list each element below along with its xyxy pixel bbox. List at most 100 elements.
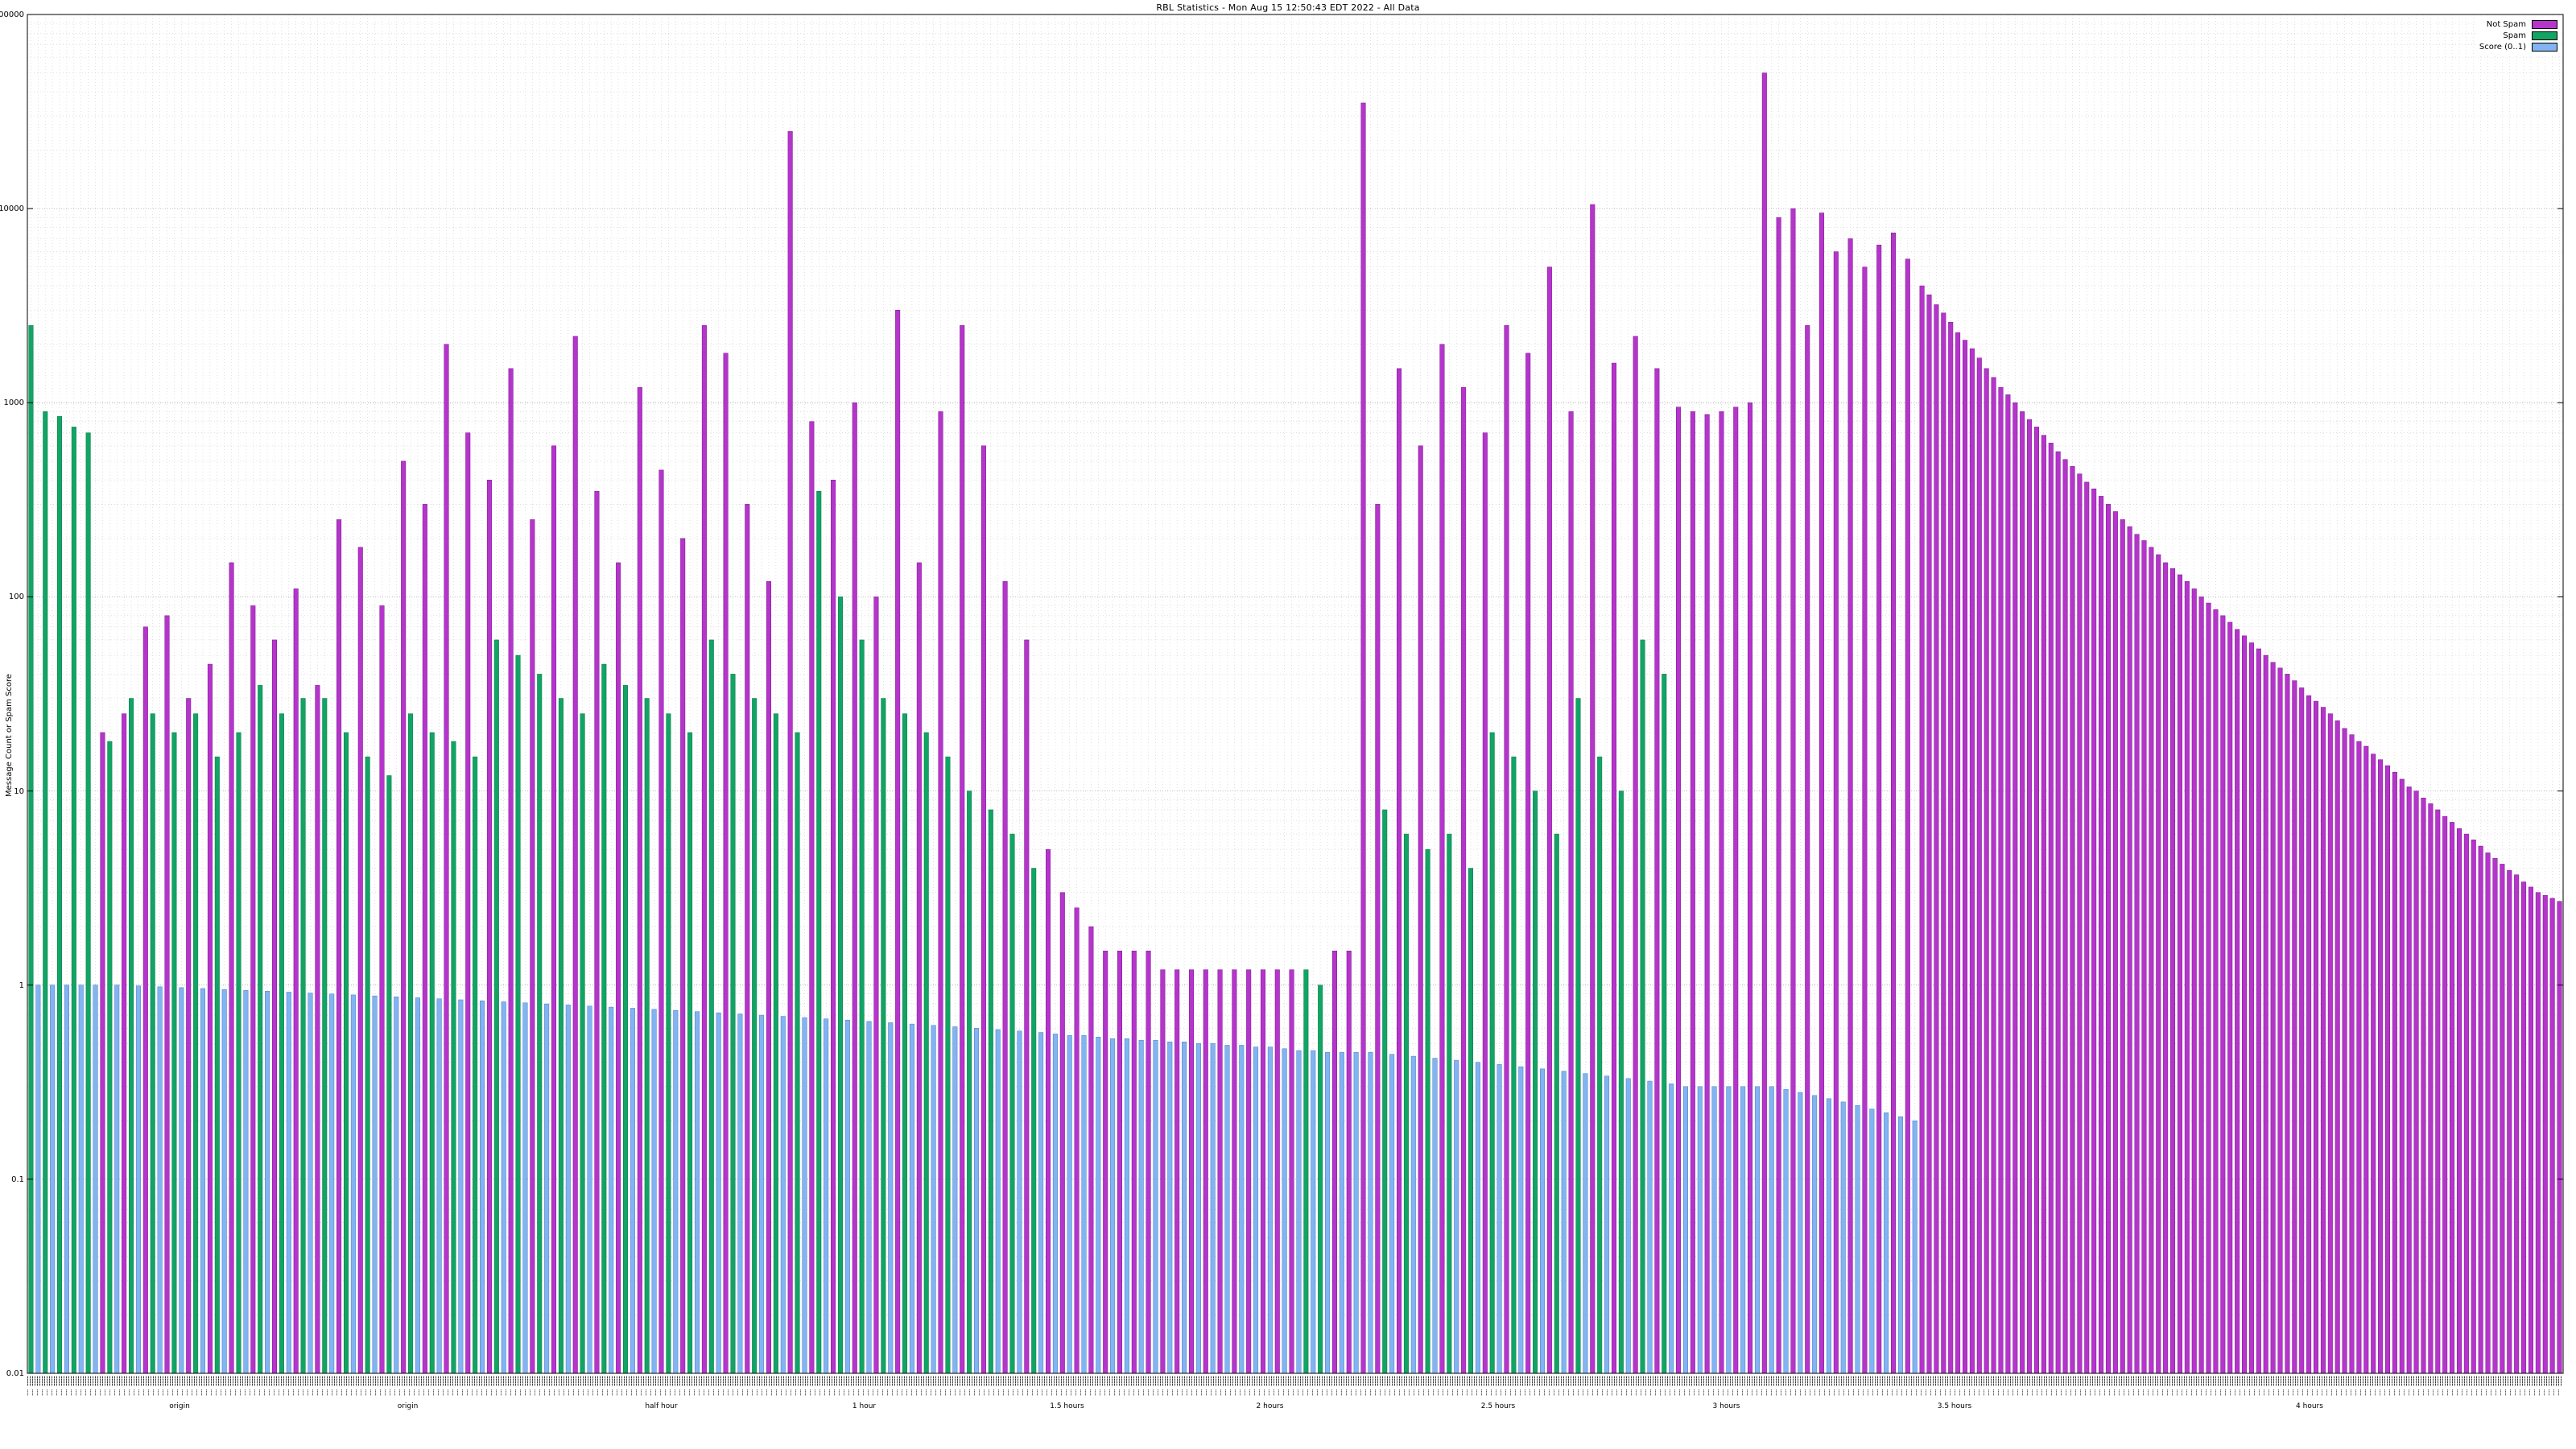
- y-tick-label: 1000: [3, 398, 24, 408]
- bar-score: [200, 988, 206, 1374]
- bar-not-spam: [1919, 285, 1925, 1374]
- bar-score: [737, 1013, 743, 1374]
- bar-score: [909, 1023, 914, 1374]
- bar-score: [1726, 1086, 1732, 1374]
- bar-not-spam: [1955, 332, 1961, 1374]
- bar-not-spam: [1991, 377, 1996, 1374]
- bar-score: [1038, 1032, 1044, 1374]
- bar-not-spam: [2485, 852, 2491, 1374]
- bar-not-spam: [1611, 362, 1616, 1374]
- bar-score: [350, 994, 356, 1374]
- bar-not-spam: [2184, 581, 2190, 1374]
- bar-not-spam: [1525, 353, 1531, 1374]
- bar-spam: [107, 741, 113, 1374]
- bar-not-spam: [2170, 568, 2176, 1374]
- bar-score: [1897, 1116, 1903, 1374]
- bar-not-spam: [2263, 654, 2268, 1374]
- bar-not-spam: [2027, 419, 2033, 1374]
- bar-not-spam: [1905, 258, 1910, 1374]
- bar-not-spam: [207, 663, 213, 1374]
- bar-score: [1475, 1062, 1480, 1374]
- bar-score: [1167, 1041, 1173, 1374]
- bar-not-spam: [2191, 588, 2197, 1374]
- bar-score: [1583, 1073, 1588, 1374]
- bar-score: [1067, 1035, 1072, 1374]
- bar-spam: [644, 698, 650, 1374]
- bar-not-spam: [2521, 881, 2527, 1374]
- x-group-label: 4 hours: [2296, 1402, 2323, 1410]
- bar-score: [1153, 1039, 1158, 1374]
- bar-score: [1912, 1121, 1918, 1374]
- bar-not-spam: [2384, 765, 2390, 1374]
- bar-spam: [1447, 833, 1452, 1374]
- bar-spam: [150, 713, 155, 1374]
- bar-not-spam: [2084, 481, 2090, 1374]
- bar-score: [1604, 1075, 1610, 1374]
- bar-score: [1740, 1086, 1746, 1374]
- bar-spam: [580, 713, 585, 1374]
- bar-spam: [365, 756, 370, 1374]
- bar-not-spam: [444, 344, 449, 1374]
- bar-not-spam: [2105, 504, 2111, 1374]
- bar-spam: [129, 698, 134, 1374]
- bar-score: [35, 985, 41, 1374]
- bar-score: [265, 991, 270, 1374]
- bar-not-spam: [336, 519, 342, 1374]
- bar-score: [1239, 1045, 1245, 1374]
- bar-not-spam: [229, 562, 234, 1374]
- bar-score: [1325, 1052, 1331, 1374]
- bar-spam: [1662, 674, 1667, 1374]
- bar-spam: [236, 732, 242, 1374]
- bar-spam: [1533, 791, 1538, 1374]
- bar-not-spam: [401, 460, 407, 1374]
- bar-not-spam: [2077, 473, 2083, 1374]
- bar-score: [544, 1003, 550, 1374]
- bar-not-spam: [572, 336, 578, 1374]
- y-tick-label: 10000: [0, 204, 24, 214]
- bar-score: [1339, 1052, 1344, 1374]
- bar-not-spam: [2112, 511, 2118, 1374]
- bar-score: [1783, 1089, 1789, 1374]
- bar-not-spam: [1862, 266, 1868, 1374]
- bar-not-spam: [2005, 394, 2011, 1374]
- bar-not-spam: [2242, 635, 2248, 1374]
- bar-spam: [923, 732, 929, 1374]
- bar-score: [931, 1025, 936, 1374]
- bar-spam: [752, 698, 758, 1374]
- bar-score: [1110, 1038, 1116, 1374]
- bar-score: [1124, 1038, 1129, 1374]
- bar-not-spam: [2141, 540, 2147, 1374]
- bar-not-spam: [2156, 554, 2161, 1374]
- bar-not-spam: [1203, 969, 1208, 1374]
- bar-spam: [537, 674, 543, 1374]
- bar-spam: [408, 713, 414, 1374]
- legend: Not Spam Spam Score (0..1): [2475, 18, 2562, 54]
- bar-score: [458, 999, 464, 1374]
- bar-not-spam: [1461, 386, 1467, 1374]
- bar-not-spam: [1976, 357, 1982, 1374]
- bar-spam: [1303, 969, 1309, 1374]
- bar-not-spam: [2177, 574, 2182, 1374]
- bar-score: [694, 1011, 700, 1374]
- bar-not-spam: [1941, 312, 1946, 1374]
- bar-score: [1224, 1045, 1230, 1374]
- bar-not-spam: [465, 432, 471, 1374]
- bar-score: [1561, 1071, 1567, 1374]
- bar-not-spam: [2356, 741, 2362, 1374]
- bar-not-spam: [2514, 874, 2520, 1374]
- bar-not-spam: [745, 504, 750, 1374]
- bar-spam: [515, 654, 521, 1374]
- y-tick-label: 10: [14, 786, 24, 796]
- bar-not-spam: [1260, 969, 1265, 1374]
- bar-spam: [730, 674, 736, 1374]
- bar-not-spam: [980, 445, 986, 1374]
- bar-score: [1182, 1041, 1187, 1374]
- bar-not-spam: [2428, 803, 2434, 1374]
- bar-not-spam: [1733, 407, 1739, 1374]
- bar-not-spam: [1934, 304, 1939, 1374]
- bar-not-spam: [379, 605, 385, 1374]
- bar-score: [630, 1008, 635, 1374]
- bar-score: [1711, 1086, 1717, 1374]
- bar-not-spam: [2041, 435, 2046, 1374]
- bar-spam: [708, 639, 714, 1374]
